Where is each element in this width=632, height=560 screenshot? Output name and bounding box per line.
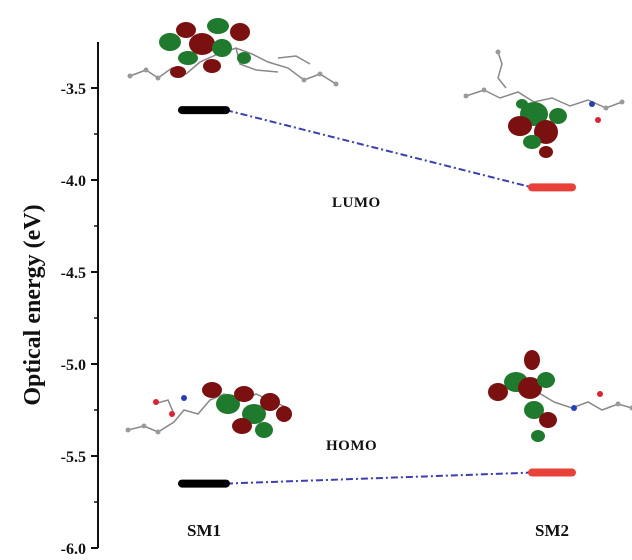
category-labels: SM1 SM2 [187, 521, 569, 540]
y-axis-title: Optical energy (eV) [20, 204, 46, 405]
lumo-sm1-orbital-image [127, 18, 339, 87]
connector-lines [225, 109, 533, 485]
y-tick-label: -4.0 [61, 173, 86, 190]
y-tick-label: -4.5 [61, 265, 86, 282]
y-tick-label: -6.0 [61, 541, 86, 558]
lumo-sm2-orbital-image [463, 49, 625, 158]
category-label-sm2: SM2 [535, 521, 569, 540]
homo-annotation: HOMO [326, 438, 377, 454]
lumo-annotation: LUMO [332, 195, 381, 211]
y-axis-ticks: -3.5 -4.0 -4.5 -5.0 -5.5 -6.0 [61, 81, 98, 558]
homo-sm1-orbital-image [125, 382, 292, 438]
homo-sm2-orbital-image [488, 350, 632, 442]
y-tick-label: -5.0 [61, 357, 86, 374]
y-tick-label: -3.5 [61, 81, 86, 98]
lumo-connector-line [225, 109, 533, 189]
energy-levels [178, 106, 576, 488]
homo-connector-line [225, 471, 533, 485]
y-tick-label: -5.5 [61, 449, 86, 466]
category-label-sm1: SM1 [187, 521, 221, 540]
